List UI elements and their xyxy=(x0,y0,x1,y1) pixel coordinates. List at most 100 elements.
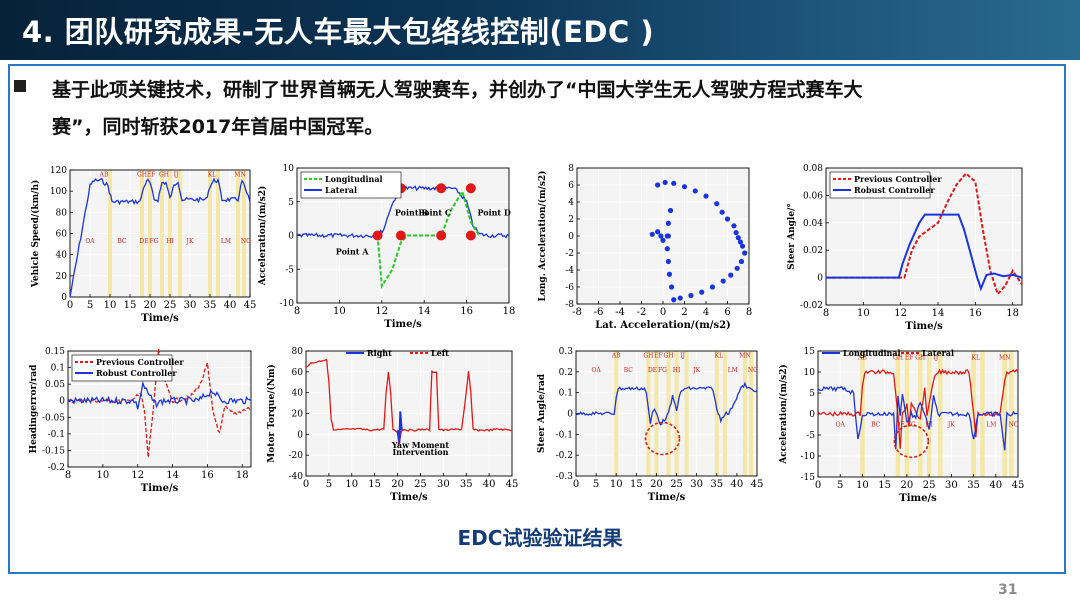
y-tick-label: 8 xyxy=(568,164,574,174)
x-tick-label: 0 xyxy=(815,480,821,491)
annotation-label: Yaw Moment xyxy=(391,440,450,450)
scatter-point xyxy=(724,216,731,222)
annotation-label: Point A xyxy=(336,246,369,256)
x-tick-label: 8 xyxy=(746,307,752,318)
event-band xyxy=(904,351,910,477)
annotation-label: LM xyxy=(221,238,231,245)
scatter-point xyxy=(703,193,709,199)
x-axis-label: Time/s xyxy=(141,483,179,494)
scatter-point xyxy=(719,209,725,215)
y-tick-label: 0 xyxy=(61,293,67,303)
y-tick-label: 0.02 xyxy=(803,246,823,256)
legend-label: Previous Controller xyxy=(96,357,184,367)
x-tick-label: 25 xyxy=(923,480,936,491)
event-band xyxy=(860,351,865,477)
y-tick-label: 0 xyxy=(297,430,303,440)
y-tick-label: 10 xyxy=(283,164,295,174)
x-tick-label: 2 xyxy=(681,307,687,318)
annotation-label: EF xyxy=(147,171,156,178)
x-tick-label: -8 xyxy=(572,307,582,318)
chart-4: 8 10 12 14 16 18 -0.02 0 0.02 0.04 0.06 0.08 Time/s S… xyxy=(787,164,1023,332)
x-tick-label: 15 xyxy=(124,300,137,311)
y-axis-label: Headingerror/rad xyxy=(29,364,39,453)
y-tick-label: 0.2 xyxy=(559,368,573,378)
scatter-point xyxy=(720,278,726,284)
y-tick-label: 0 xyxy=(288,232,294,242)
annotation-label: NO xyxy=(241,238,251,245)
y-axis-label: Steer Angle/° xyxy=(787,203,797,270)
event-band xyxy=(160,170,164,297)
annotation-label: BC xyxy=(871,422,881,429)
scatter-point xyxy=(728,272,734,278)
x-tick-label: 40 xyxy=(483,479,496,490)
y-tick-label: 0.15 xyxy=(45,347,65,357)
x-tick-label: 10 xyxy=(610,479,623,490)
x-tick-label: 25 xyxy=(164,300,177,311)
scatter-point xyxy=(664,246,670,252)
annotation-label: GH xyxy=(159,171,169,178)
event-band xyxy=(208,170,212,297)
annotation-label: GH xyxy=(893,354,903,361)
y-tick-label: 0.3 xyxy=(559,347,574,357)
x-tick-label: 12 xyxy=(375,306,388,317)
scatter-point xyxy=(709,284,716,290)
scatter-point xyxy=(742,250,748,256)
chart-6: 0 5 10 15 20 25 30 35 40 45 -40 -20 0 20 40 60 80 Time/s M… xyxy=(266,347,518,503)
x-tick-label: 10 xyxy=(104,300,117,311)
x-tick-label: 12 xyxy=(131,470,144,481)
x-tick-label: 30 xyxy=(184,300,197,311)
page-title: 4. 团队研究成果-无人车最大包络线控制(EDC ) xyxy=(22,15,655,49)
legend-box xyxy=(300,171,402,199)
scatter-point xyxy=(731,223,737,229)
series-line xyxy=(305,358,513,446)
annotation-label: Intervention xyxy=(392,447,448,457)
event-band xyxy=(674,351,679,476)
x-tick-label: 30 xyxy=(690,479,703,490)
x-tick-label: 30 xyxy=(437,479,450,490)
legend-label: Lateral xyxy=(325,185,357,195)
x-tick-label: 8 xyxy=(823,308,829,319)
x-tick-label: 0 xyxy=(303,479,309,490)
scatter-point xyxy=(734,265,740,271)
x-tick-label: 15 xyxy=(630,479,643,490)
x-tick-label: 40 xyxy=(731,479,744,490)
event-band xyxy=(140,170,144,297)
x-tick-label: 5 xyxy=(837,480,843,491)
annotation-label: MN xyxy=(999,354,1010,361)
x-tick-label: 20 xyxy=(391,479,404,490)
scatter-point xyxy=(658,233,664,239)
y-tick-label: 40 xyxy=(56,251,68,261)
event-band xyxy=(614,351,619,476)
annotation-label: MN xyxy=(739,352,750,359)
annotation-label: FG xyxy=(907,422,916,429)
legend-label: Robust Controller xyxy=(854,185,935,195)
annotation-label: HI xyxy=(673,367,681,374)
data-point-marker xyxy=(436,230,447,241)
scatter-point xyxy=(739,243,746,249)
x-tick-label: 10 xyxy=(856,480,869,491)
y-tick-label: -20 xyxy=(289,451,304,461)
y-tick-label: 120 xyxy=(50,166,67,176)
x-tick-label: 16 xyxy=(460,306,473,317)
event-band xyxy=(148,170,152,297)
x-tick-label: 15 xyxy=(878,480,891,491)
annotation-label: FG xyxy=(658,367,667,374)
x-tick-label: 5 xyxy=(87,300,93,311)
series-line xyxy=(69,177,251,298)
x-tick-label: 10 xyxy=(96,470,109,481)
x-tick-label: 20 xyxy=(144,300,157,311)
event-band xyxy=(236,170,240,297)
series-line xyxy=(817,368,1019,449)
x-tick-label: 8 xyxy=(294,306,300,317)
data-point-marker xyxy=(465,230,476,241)
annotation-label: NO xyxy=(748,367,758,374)
data-point-marker xyxy=(436,183,447,194)
x-tick-label: 40 xyxy=(224,300,237,311)
x-tick-label: 20 xyxy=(901,480,914,491)
data-point-marker xyxy=(465,183,476,194)
y-tick-label: 0 xyxy=(568,232,574,242)
x-tick-label: 6 xyxy=(724,307,730,318)
event-band xyxy=(168,170,172,297)
